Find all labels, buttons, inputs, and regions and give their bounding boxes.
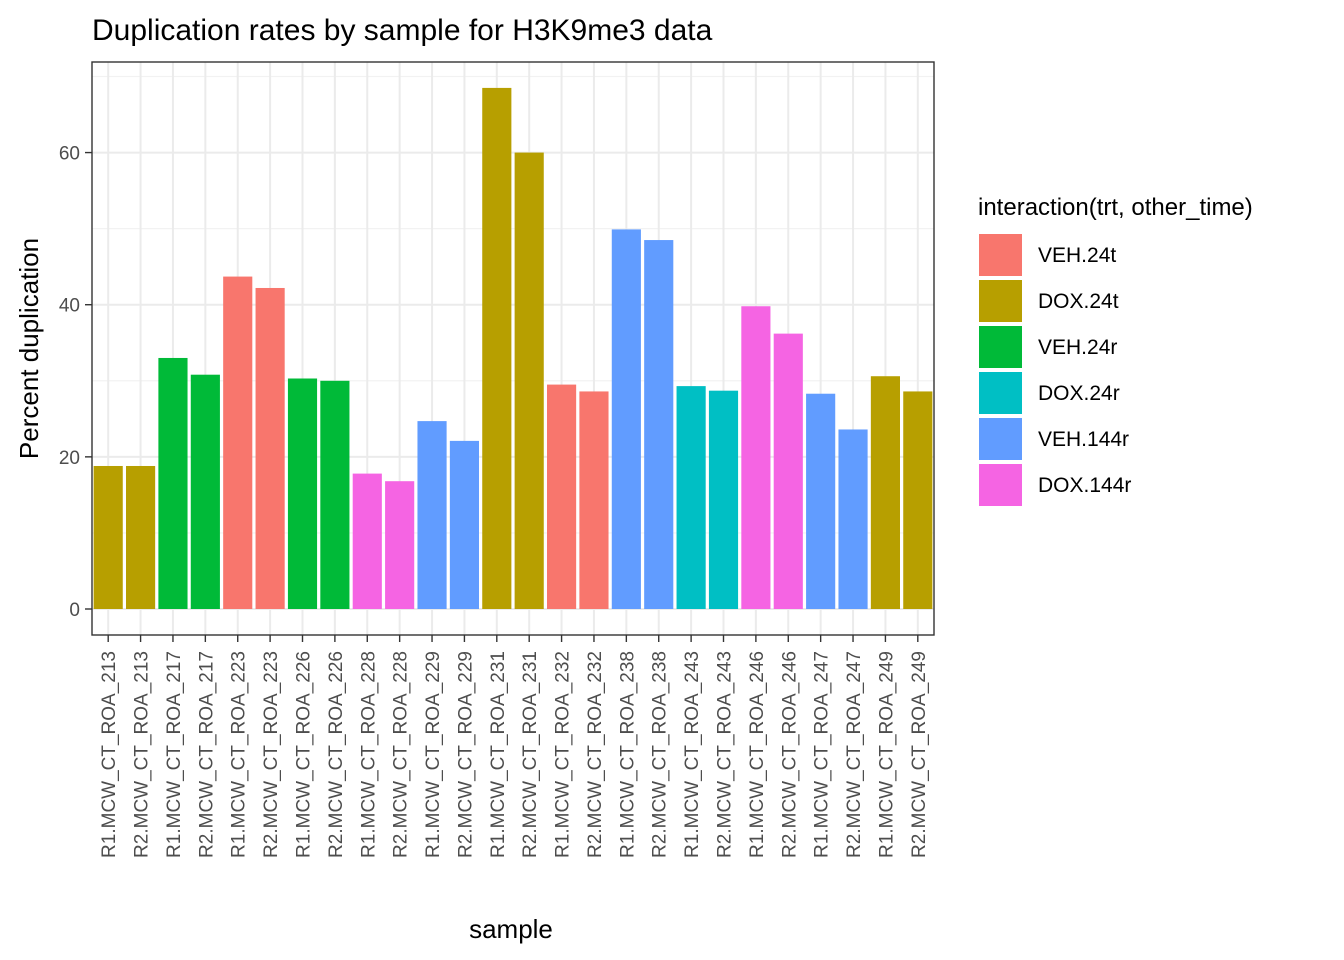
x-tick-label: R2.MCW_CT_ROA_238 xyxy=(650,651,671,858)
legend-key xyxy=(979,326,1022,368)
bar xyxy=(93,465,123,609)
x-tick-label: R2.MCW_CT_ROA_243 xyxy=(715,651,736,858)
x-tick-label: R2.MCW_CT_ROA_231 xyxy=(520,651,541,858)
y-tick-label: 60 xyxy=(59,144,80,165)
bar xyxy=(385,481,415,609)
bar xyxy=(579,391,609,609)
legend-label: DOX.24r xyxy=(1038,382,1120,405)
legend-label: VEH.24t xyxy=(1038,244,1116,267)
bar xyxy=(223,276,253,609)
bar xyxy=(514,152,544,610)
x-tick-label: R2.MCW_CT_ROA_229 xyxy=(455,651,476,858)
y-axis-title: Percent duplication xyxy=(14,238,44,459)
x-tick-label: R1.MCW_CT_ROA_226 xyxy=(294,651,315,858)
x-axis: R1.MCW_CT_ROA_213 R2.MCW_CT_ROA_213 R1.MCW… xyxy=(99,635,930,858)
x-tick-label: R2.MCW_CT_ROA_213 xyxy=(132,651,153,858)
y-tick-label: 0 xyxy=(69,600,80,621)
bar xyxy=(741,306,771,609)
x-tick-label: R2.MCW_CT_ROA_232 xyxy=(585,651,606,858)
y-tick-label: 20 xyxy=(59,448,80,469)
x-tick-label: R1.MCW_CT_ROA_232 xyxy=(553,651,574,858)
x-tick-label: R1.MCW_CT_ROA_247 xyxy=(812,651,833,858)
x-tick-label: R1.MCW_CT_ROA_223 xyxy=(229,651,250,858)
x-tick-label: R1.MCW_CT_ROA_243 xyxy=(682,651,703,858)
bar xyxy=(644,240,674,609)
x-tick-label: R2.MCW_CT_ROA_228 xyxy=(391,651,412,858)
bar xyxy=(708,390,739,609)
x-axis-title: sample xyxy=(469,914,553,944)
bar xyxy=(352,473,382,609)
bar xyxy=(449,440,479,609)
bar xyxy=(903,391,933,609)
bar xyxy=(126,465,156,609)
x-tick-label: R1.MCW_CT_ROA_246 xyxy=(747,651,768,858)
legend-label: VEH.144r xyxy=(1038,428,1129,451)
legend-title: interaction(trt, other_time) xyxy=(978,194,1253,221)
x-tick-label: R2.MCW_CT_ROA_223 xyxy=(261,651,282,858)
bars xyxy=(93,87,933,610)
plot-border xyxy=(91,61,935,636)
legend: interaction(trt, other_time) VEH.24t DOX.… xyxy=(978,194,1253,506)
bar xyxy=(806,393,836,609)
x-tick-label: R1.MCW_CT_ROA_217 xyxy=(164,651,185,858)
legend-label: VEH.24r xyxy=(1038,336,1117,359)
bar xyxy=(158,357,188,609)
bar xyxy=(255,287,285,609)
legend-key xyxy=(979,372,1022,414)
bar xyxy=(417,421,447,609)
bar xyxy=(547,384,577,609)
bar xyxy=(611,229,641,609)
legend-label: DOX.24t xyxy=(1038,290,1119,313)
x-tick-label: R2.MCW_CT_ROA_226 xyxy=(326,651,347,858)
bar xyxy=(676,386,706,609)
x-tick-label: R2.MCW_CT_ROA_247 xyxy=(844,651,865,858)
x-tick-label: R1.MCW_CT_ROA_238 xyxy=(617,651,638,858)
x-tick-label: R2.MCW_CT_ROA_217 xyxy=(196,651,217,858)
x-tick-label: R2.MCW_CT_ROA_249 xyxy=(909,651,930,858)
x-tick-label: R1.MCW_CT_ROA_231 xyxy=(488,651,509,858)
legend-key xyxy=(979,234,1022,276)
bar xyxy=(838,429,868,609)
bar xyxy=(320,380,350,609)
y-tick-label: 40 xyxy=(59,296,80,317)
bar xyxy=(773,333,803,609)
x-tick-label: R1.MCW_CT_ROA_229 xyxy=(423,651,444,858)
legend-label: DOX.144r xyxy=(1038,474,1131,497)
legend-key xyxy=(979,280,1022,322)
legend-key xyxy=(979,464,1022,506)
y-axis: 0 20 40 60 xyxy=(59,144,92,621)
bar xyxy=(870,376,900,609)
x-tick-label: R2.MCW_CT_ROA_246 xyxy=(779,651,800,858)
x-tick-label: R1.MCW_CT_ROA_249 xyxy=(876,651,897,858)
x-tick-label: R1.MCW_CT_ROA_213 xyxy=(99,651,120,858)
bar xyxy=(287,378,318,609)
chart-title: Duplication rates by sample for H3K9me3 … xyxy=(92,14,713,47)
legend-key xyxy=(979,418,1022,460)
bar xyxy=(190,374,220,609)
bar xyxy=(482,87,512,610)
x-tick-label: R1.MCW_CT_ROA_228 xyxy=(358,651,379,858)
